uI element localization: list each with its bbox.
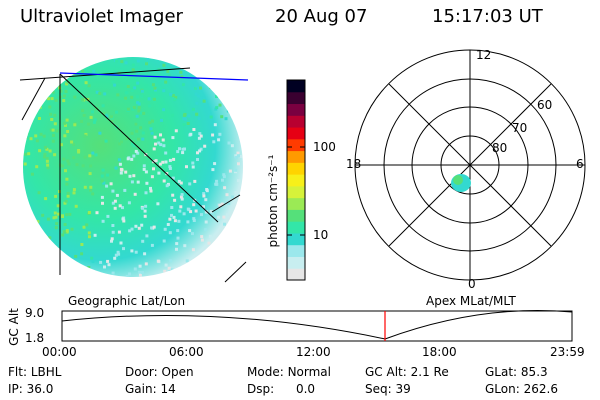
colorbar-band	[287, 127, 305, 140]
status-mode-label: Mode:	[247, 365, 284, 379]
mlt-label-12: 12	[476, 48, 492, 62]
status-door-value: Open	[161, 365, 194, 379]
colorbar-band	[287, 244, 305, 257]
lat-label-70: 70	[512, 121, 528, 135]
status-mode-value: Normal	[287, 365, 331, 379]
status-glon-value: 262.6	[523, 382, 558, 396]
status-gain-label: Gain:	[125, 382, 157, 396]
status-door: Door: Open	[125, 365, 194, 379]
auroral-emission	[451, 174, 471, 192]
status-flt: Flt: LBHL	[8, 365, 61, 379]
colorbar-band	[287, 209, 305, 222]
status-glat: GLat: 85.3	[485, 365, 548, 379]
colorbar-band	[287, 221, 305, 234]
lat-label-60: 60	[537, 98, 553, 112]
colorbar-band	[287, 185, 305, 199]
status-glat-value: 85.3	[520, 365, 548, 379]
lat-label-80: 80	[492, 141, 508, 155]
alt-xtick-2: 12:00	[296, 345, 331, 359]
colorbar-tick-100: 100	[313, 140, 336, 154]
alt-ylabel: GC Alt	[7, 308, 21, 346]
status-dsp: Dsp: 0.0	[247, 382, 315, 396]
colorbar-band	[287, 174, 305, 187]
status-gain: Gain: 14	[125, 382, 176, 396]
alt-ytick-top: 9.0	[25, 306, 45, 320]
colorbar-band	[287, 80, 305, 93]
status-dsp-label: Dsp:	[247, 382, 275, 396]
status-gcalt-label: GC Alt:	[365, 365, 407, 379]
status-mode: Mode: Normal	[247, 365, 331, 379]
colorbar-band	[287, 138, 305, 152]
mlt-label-6: 6	[576, 157, 584, 171]
polar-panel-label: Apex MLat/MLT	[426, 294, 516, 308]
mlt-label-0: 0	[468, 277, 476, 291]
status-flt-value: LBHL	[30, 365, 62, 379]
status-seq-value: 39	[395, 382, 411, 396]
status-gain-value: 14	[160, 382, 176, 396]
colorbar-band	[287, 256, 305, 269]
colorbar-unit-label: photon cm⁻²s⁻¹	[266, 154, 280, 248]
alt-xtick-4: 23:59	[550, 345, 585, 359]
colorbar-band	[287, 103, 305, 116]
polar-plot	[354, 49, 586, 281]
colorbar-band	[287, 150, 305, 163]
status-flt-label: Flt:	[8, 365, 27, 379]
alt-xtick-3: 18:00	[422, 345, 457, 359]
geographic-image	[23, 57, 243, 277]
colorbar-band	[287, 232, 305, 246]
status-gcalt-value: 2.1 Re	[410, 365, 449, 379]
colorbar-band	[287, 268, 305, 281]
colorbar-band	[287, 162, 305, 175]
status-door-label: Door:	[125, 365, 158, 379]
time-label: 15:17:03 UT	[432, 6, 543, 27]
alt-xtick-0: 00:00	[42, 345, 77, 359]
status-glon-label: GLon:	[485, 382, 520, 396]
alt-xtick-1: 06:00	[169, 345, 204, 359]
status-glat-label: GLat:	[485, 365, 518, 379]
terminator-line	[59, 72, 249, 81]
geographic-grid	[19, 67, 247, 283]
colorbar-tick-10: 10	[313, 228, 329, 242]
colorbar-band	[287, 115, 305, 128]
geographic-panel-label: Geographic Lat/Lon	[68, 294, 186, 308]
colorbar-band	[287, 91, 305, 105]
colorbar-band	[287, 197, 305, 210]
status-dsp-value: 0.0	[295, 382, 316, 396]
status-glon: GLon: 262.6	[485, 382, 558, 396]
altitude-plot	[61, 310, 573, 342]
alt-ytick-bottom: 1.8	[25, 331, 45, 345]
status-seq: Seq: 39	[365, 382, 411, 396]
status-ip-value: 36.0	[26, 382, 54, 396]
status-ip: IP: 36.0	[8, 382, 53, 396]
instrument-title: Ultraviolet Imager	[20, 6, 183, 27]
status-gcalt: GC Alt: 2.1 Re	[365, 365, 449, 379]
date-label: 20 Aug 07	[275, 6, 368, 27]
status-seq-label: Seq:	[365, 382, 392, 396]
status-ip-label: IP:	[8, 382, 23, 396]
colorbar	[286, 79, 306, 281]
mlt-label-18: 18	[346, 157, 362, 171]
